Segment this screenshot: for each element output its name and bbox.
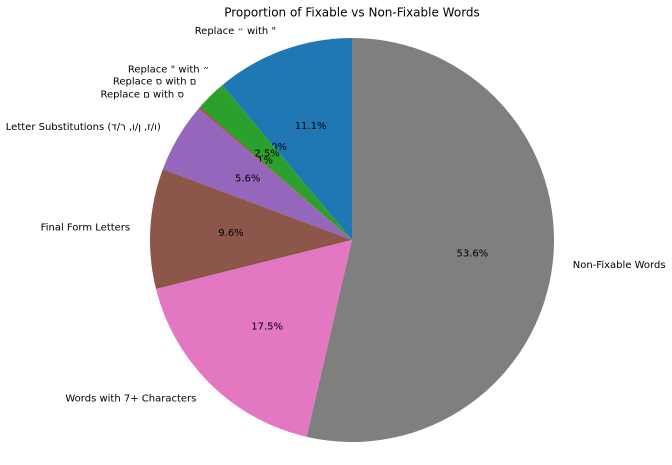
slice-label: Final Form Letters [41,222,130,233]
pie-slice [149,169,352,290]
percent-label: 2.5% [254,148,279,159]
slice-label: Replace ״ with " [195,26,276,37]
percent-label: 9.6% [218,228,243,239]
percent-label: 53.6% [457,249,489,260]
percent-label: 11.1% [295,121,327,132]
chart-title: Proportion of Fixable vs Non-Fixable Wor… [224,6,480,20]
pie-slice [199,85,352,240]
pie-slice [198,107,352,240]
percent-label: 0.1% [248,156,273,167]
slice-label: Letter Substitutions (ו/ז, ן/ו, ר/ד) [6,122,161,133]
slice-label: Non-Fixable Words [573,260,666,271]
pie-slice [162,108,352,240]
pie-slice [306,38,555,442]
slice-label: Words with 7+ Characters [65,394,196,405]
percent-label: 5.6% [235,173,260,184]
percent-label: 17.5% [251,322,283,333]
pie-slice [156,240,352,437]
slice-label: Replace ס with ם [113,76,196,87]
pie-slice [222,38,352,240]
slice-label: Replace ם with ס [100,90,183,101]
slice-label: Replace " with ״ [128,65,209,76]
